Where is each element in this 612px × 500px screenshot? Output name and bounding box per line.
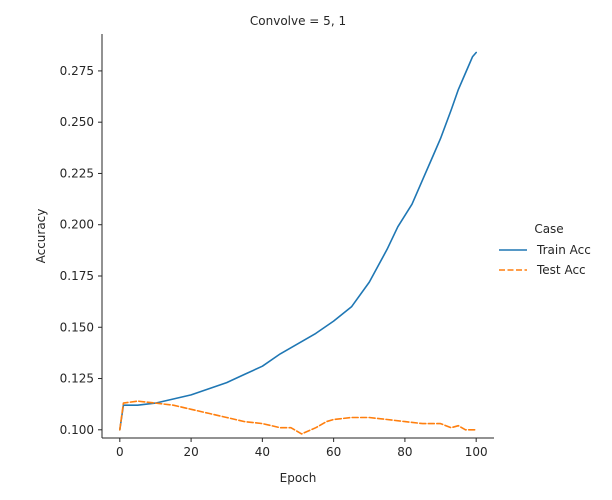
- legend-label: Test Acc: [536, 263, 586, 277]
- y-tick-label: 0.175: [60, 269, 94, 283]
- x-tick-label: 20: [183, 445, 198, 459]
- legend-items: Train Acc Test Acc: [499, 243, 591, 277]
- x-tick-label: 40: [255, 445, 270, 459]
- plot-area: 0 20 40 60 80 100 0.1000.1250.1500.1750.2000.…: [60, 34, 494, 459]
- legend: Case Train Acc Test Acc: [499, 222, 591, 277]
- x-tick-label: 100: [465, 445, 488, 459]
- series-line-train-acc: [119, 51, 478, 431]
- y-tick-label: 0.250: [60, 115, 94, 129]
- y-tick-label: 0.150: [60, 320, 94, 334]
- legend-title: Case: [534, 222, 563, 236]
- x-tick-label: 0: [116, 445, 124, 459]
- y-tick-label: 0.100: [60, 423, 94, 437]
- series-layer: [119, 51, 478, 435]
- y-axis-ticks: 0.100 0.125 0.150 0.175 0.200 0.225 0.250 0.275: [60, 64, 102, 437]
- y-tick-label: 0.225: [60, 166, 94, 180]
- x-tick-label: 80: [397, 445, 412, 459]
- legend-label: Train Acc: [536, 243, 591, 257]
- y-tick-label: 0.275: [60, 64, 94, 78]
- x-axis-title: Epoch: [280, 471, 317, 485]
- x-tick-label: 60: [326, 445, 341, 459]
- x-axis-ticks: 0 20 40 60 80 100: [116, 438, 488, 459]
- series-line-test-acc: [119, 400, 478, 435]
- y-axis-title: Accuracy: [34, 209, 48, 264]
- y-tick-label: 0.125: [60, 372, 94, 386]
- y-tick-label: 0.200: [60, 218, 94, 232]
- chart-title: Convolve = 5, 1: [250, 14, 346, 28]
